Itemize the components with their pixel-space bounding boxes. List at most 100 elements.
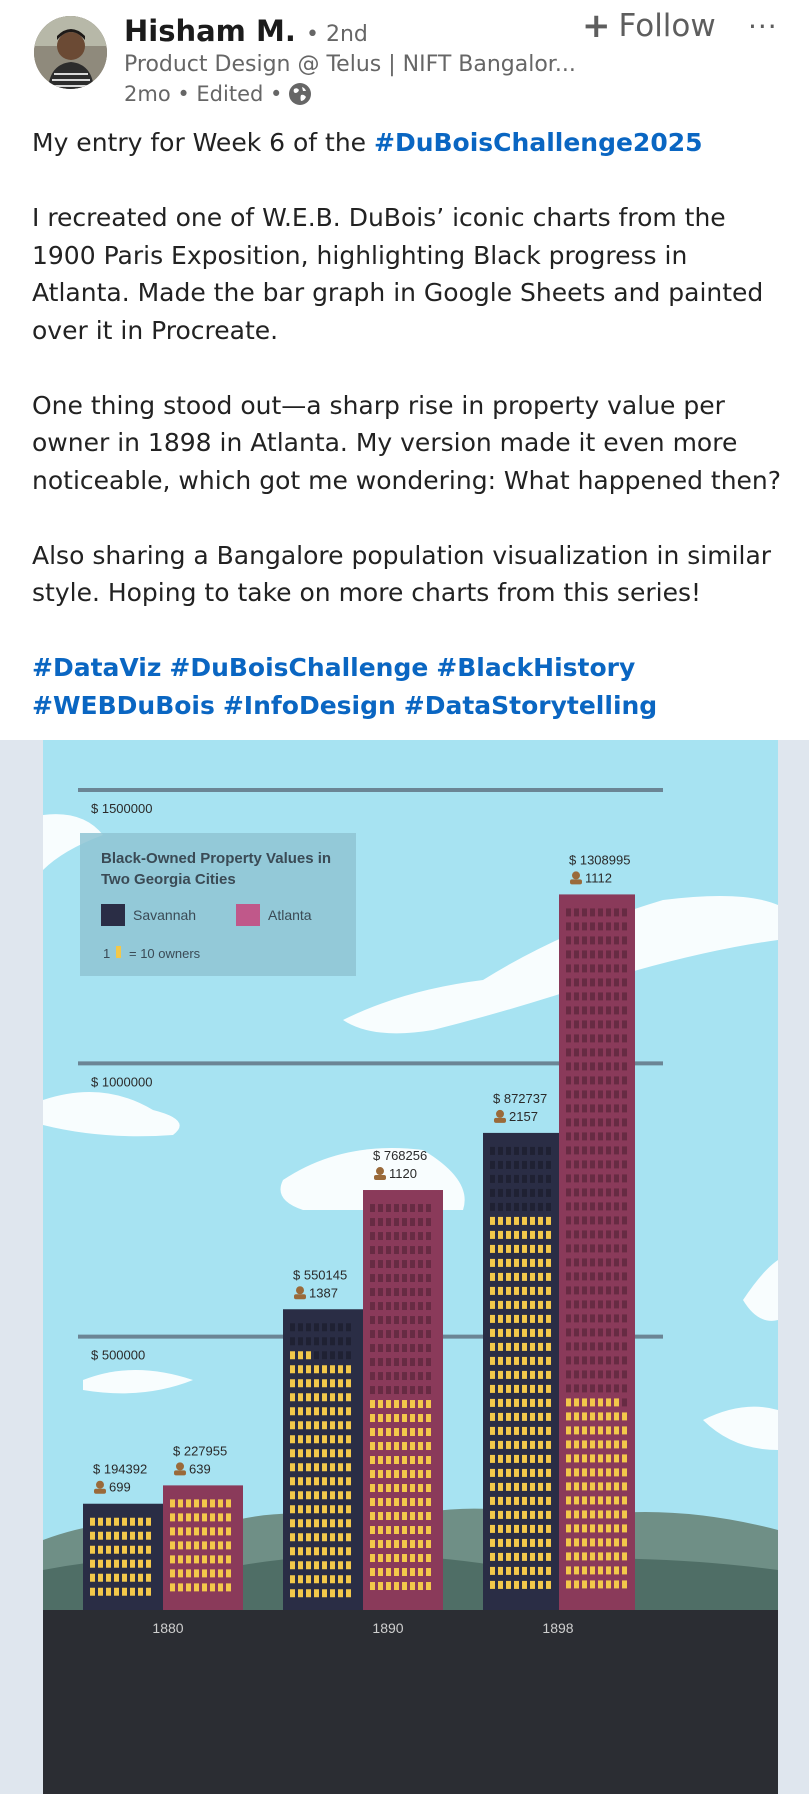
lit-window xyxy=(522,1328,527,1337)
lit-window xyxy=(122,1531,127,1540)
lit-window xyxy=(538,1468,543,1477)
more-options-button[interactable]: ··· xyxy=(748,10,778,43)
dark-window xyxy=(386,1386,391,1395)
value-label: $ 550145 xyxy=(293,1267,347,1282)
lit-window xyxy=(498,1496,503,1505)
lit-window xyxy=(146,1587,151,1596)
lit-window xyxy=(402,1512,407,1521)
dark-window xyxy=(574,1020,579,1029)
lit-window xyxy=(506,1356,511,1365)
lit-window xyxy=(514,1230,519,1239)
dark-window xyxy=(606,1258,611,1267)
person-icon xyxy=(294,1294,306,1300)
lit-window xyxy=(498,1440,503,1449)
dark-window xyxy=(574,908,579,917)
dark-window xyxy=(582,1272,587,1281)
lit-window xyxy=(418,1568,423,1577)
lit-window xyxy=(322,1449,327,1458)
dark-window xyxy=(590,1160,595,1169)
lit-window xyxy=(330,1407,335,1416)
dark-window xyxy=(622,1384,627,1393)
lit-window xyxy=(530,1328,535,1337)
lit-window xyxy=(606,1426,611,1435)
lit-window xyxy=(538,1328,543,1337)
lit-window xyxy=(606,1580,611,1589)
lit-window xyxy=(146,1559,151,1568)
dark-window xyxy=(426,1316,431,1325)
lit-window xyxy=(394,1568,399,1577)
lit-window xyxy=(378,1456,383,1465)
dark-window xyxy=(370,1316,375,1325)
lit-window xyxy=(394,1456,399,1465)
avatar[interactable] xyxy=(34,16,107,89)
dark-window xyxy=(574,1174,579,1183)
dark-window xyxy=(582,1230,587,1239)
hashtag-link[interactable]: #DataViz xyxy=(32,653,162,682)
lit-window xyxy=(506,1370,511,1379)
dark-window xyxy=(622,1020,627,1029)
lit-window xyxy=(546,1370,551,1379)
dark-window xyxy=(574,1048,579,1057)
lit-window xyxy=(614,1398,619,1407)
dark-window xyxy=(378,1232,383,1241)
hashtag-link[interactable]: #DuBoisChallenge xyxy=(169,653,429,682)
lit-window xyxy=(402,1414,407,1423)
lit-window xyxy=(394,1414,399,1423)
lit-window xyxy=(426,1442,431,1451)
lit-window xyxy=(370,1414,375,1423)
post-time: 2mo • Edited • xyxy=(124,82,283,106)
lit-window xyxy=(370,1512,375,1521)
lit-window xyxy=(298,1505,303,1514)
dark-window xyxy=(614,1146,619,1155)
follow-button[interactable]: + Follow xyxy=(582,8,716,44)
lit-window xyxy=(370,1498,375,1507)
lit-window xyxy=(530,1370,535,1379)
lit-window xyxy=(522,1426,527,1435)
lit-window xyxy=(90,1545,95,1554)
dark-window xyxy=(614,1104,619,1113)
lit-window xyxy=(614,1566,619,1575)
dark-window xyxy=(370,1386,375,1395)
lit-window xyxy=(506,1552,511,1561)
dark-window xyxy=(574,1146,579,1155)
hashtag-link[interactable]: #DataStorytelling xyxy=(403,690,658,720)
dark-window xyxy=(574,1328,579,1337)
chart-title: Two Georgia Cities xyxy=(101,871,236,888)
hashtag-link[interactable]: #InfoDesign xyxy=(222,690,396,720)
author-name-text[interactable]: Hisham M. xyxy=(124,14,296,48)
lit-window xyxy=(386,1400,391,1409)
lit-window xyxy=(566,1454,571,1463)
dark-window xyxy=(598,1034,603,1043)
lit-window xyxy=(98,1531,103,1540)
hashtag-link[interactable]: #DuBoisChallenge2025 xyxy=(374,128,703,157)
lit-window xyxy=(498,1314,503,1323)
dark-window xyxy=(330,1323,335,1332)
lit-window xyxy=(538,1510,543,1519)
dark-window xyxy=(590,1244,595,1253)
author-name[interactable]: Hisham M. • 2nd xyxy=(124,14,368,48)
lit-window xyxy=(622,1440,627,1449)
lit-window xyxy=(622,1468,627,1477)
lit-window xyxy=(290,1393,295,1402)
hashtag-link[interactable]: #WEBDuBois xyxy=(32,690,215,720)
lit-window xyxy=(606,1412,611,1421)
lit-window xyxy=(490,1510,495,1519)
lit-window xyxy=(186,1499,191,1508)
lit-window xyxy=(106,1545,111,1554)
dark-window xyxy=(566,1160,571,1169)
dark-window xyxy=(606,1174,611,1183)
lit-window xyxy=(514,1370,519,1379)
lit-window xyxy=(522,1552,527,1561)
lit-window xyxy=(330,1463,335,1472)
lit-window xyxy=(522,1216,527,1225)
dark-window xyxy=(598,1020,603,1029)
lit-window xyxy=(386,1456,391,1465)
lit-window xyxy=(170,1555,175,1564)
dark-window xyxy=(394,1246,399,1255)
lit-window xyxy=(546,1496,551,1505)
lit-window xyxy=(402,1442,407,1451)
hashtag-link[interactable]: #BlackHistory xyxy=(436,653,636,682)
post-image[interactable]: $ 1500000 $ 1000000 $ 500000 $ 194392 699 $ 2… xyxy=(0,740,809,1794)
lit-window xyxy=(298,1491,303,1500)
dark-window xyxy=(582,1314,587,1323)
